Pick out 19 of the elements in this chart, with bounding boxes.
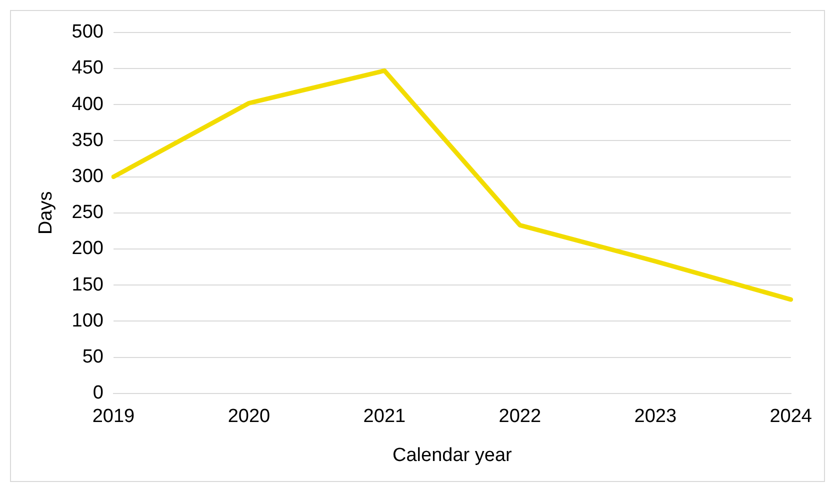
x-tick-label: 2023 — [634, 406, 677, 428]
x-axis-title: Calendar year — [392, 444, 513, 466]
x-tick-label: 2019 — [92, 406, 135, 428]
x-tick-label: 2021 — [363, 406, 406, 428]
y-tick-label: 350 — [72, 130, 104, 151]
y-tick-label: 0 — [92, 382, 104, 404]
y-tick-label: 50 — [82, 346, 104, 368]
y-tick-label: 150 — [72, 274, 104, 296]
y-tick-label: 450 — [72, 58, 104, 79]
y-tick-label: 200 — [72, 238, 104, 260]
y-tick-label: 500 — [72, 22, 104, 43]
x-tick-label: 2020 — [228, 406, 270, 428]
x-tick-label: 2024 — [770, 406, 812, 428]
y-tick-label: 250 — [72, 202, 104, 224]
y-tick-label: 100 — [72, 310, 104, 332]
y-tick-label: 400 — [72, 94, 104, 115]
y-axis-title: Days — [36, 191, 57, 235]
x-tick-label: 2022 — [498, 406, 542, 428]
y-tick-label: 300 — [72, 166, 104, 188]
